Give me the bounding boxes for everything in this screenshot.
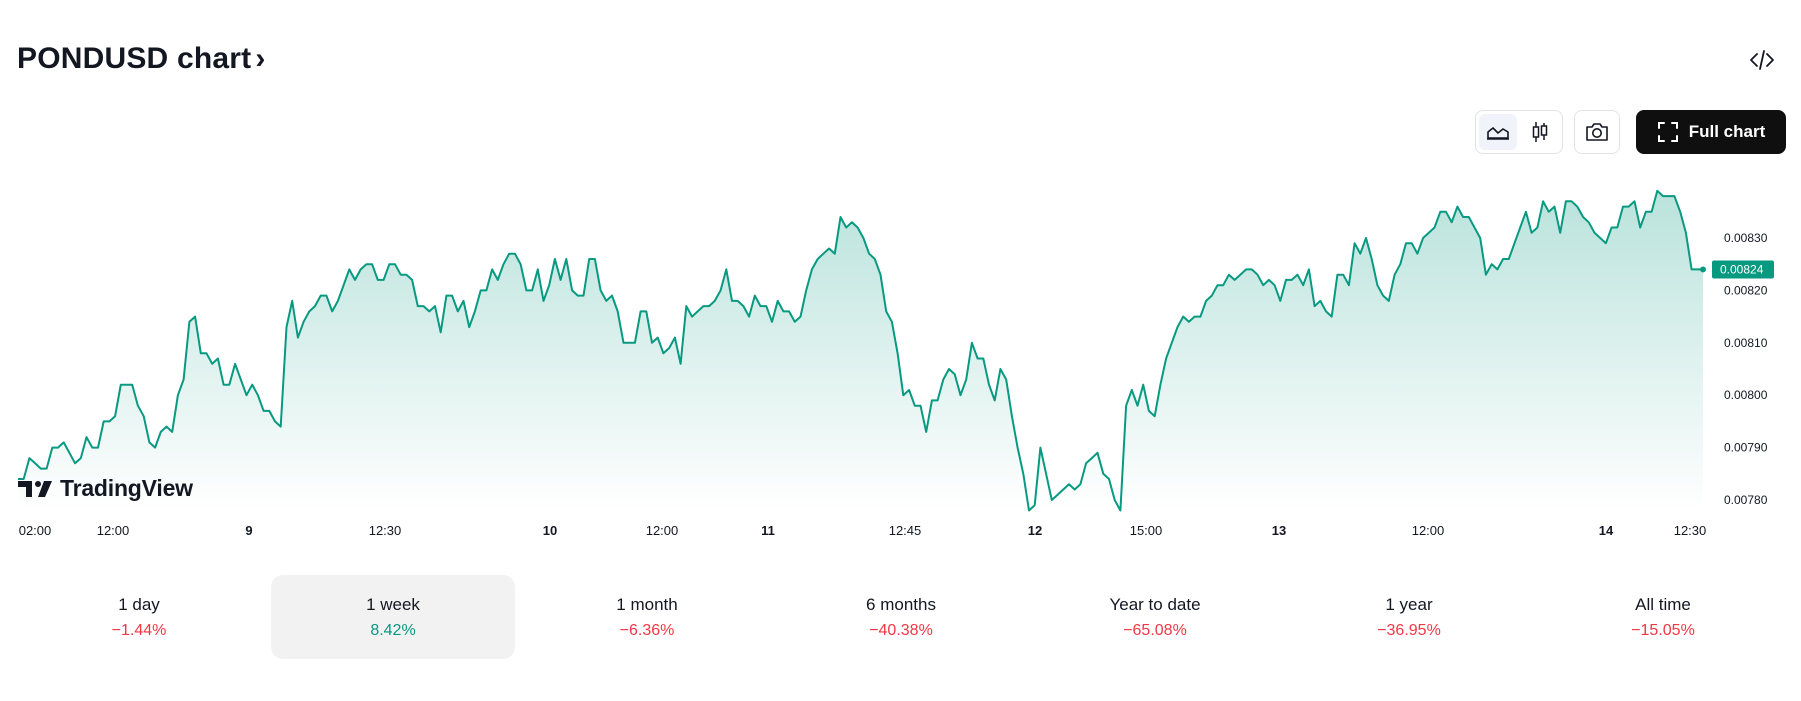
area-chart-icon [1487,127,1509,140]
period-change: −36.95% [1377,621,1441,639]
period-all-time[interactable]: All time −15.05% [1541,575,1785,659]
series-line [18,189,1703,512]
period-6-months[interactable]: 6 months −40.38% [779,575,1023,659]
x-tick-label: 12 [1028,523,1042,538]
last-price-label: 0.00824 [1720,262,1764,276]
camera-icon [1586,123,1608,141]
x-tick-label: 12:00 [97,523,130,538]
chart-title: PONDUSD chart [17,42,252,75]
y-tick-label: 0.00820 [1724,283,1768,297]
x-tick-label: 12:30 [1674,523,1707,538]
period-label: All time [1635,594,1691,614]
period-change: −6.36% [619,621,675,639]
tradingview-logo[interactable]: TradingView [18,475,193,502]
period-1-week[interactable]: 1 week 8.42% [271,575,515,659]
period-change: −1.44% [111,621,167,639]
y-tick-label: 0.00830 [1724,231,1768,245]
code-embed-icon [1750,50,1774,70]
y-tick-label: 0.00780 [1724,493,1768,507]
candles-icon [1532,122,1548,142]
x-tick-label: 12:00 [646,523,679,538]
period-label: Year to date [1109,594,1201,614]
chart-title-link[interactable]: PONDUSD chart › [17,42,266,76]
full-chart-label: Full chart [1688,122,1766,141]
x-tick-label: 15:00 [1130,523,1163,538]
x-tick-label: 02:00 [19,523,52,538]
period-change: −65.08% [1123,621,1187,639]
period-change: 8.42% [370,621,416,639]
tradingview-logo-icon [18,480,52,497]
chart-type-switcher [1475,110,1563,154]
candles-chart-button[interactable] [1521,114,1559,150]
period-change: −40.38% [869,621,933,639]
x-tick-label: 13 [1272,523,1286,538]
plot-area [18,189,1706,512]
embed-code-button[interactable] [1748,46,1776,74]
period-1-day[interactable]: 1 day −1.44% [17,575,261,659]
period-label: 1 day [118,594,160,614]
period-label: 6 months [866,594,936,614]
y-tick-label: 0.00800 [1724,388,1768,402]
period-1-year[interactable]: 1 year −36.95% [1287,575,1531,659]
period-label: 1 year [1385,594,1433,614]
x-tick-label: 10 [543,523,557,538]
chevron-right-icon: › [255,42,266,75]
x-tick-label: 14 [1599,523,1614,538]
last-price-dot [1700,266,1706,273]
period-label: 1 month [616,594,678,614]
last-price-badge [1712,260,1774,279]
x-tick-label: 9 [245,523,252,538]
full-chart-button[interactable]: Full chart [1636,110,1786,154]
period-1-month[interactable]: 1 month −6.36% [525,575,769,659]
period-selector: 1 day −1.44% 1 week 8.42% 1 month −6.36% 6 mon… [17,575,1781,659]
x-tick-label: 12:00 [1412,523,1445,538]
period-label: 1 week [366,594,420,614]
y-axis: 0.00830 0.00820 0.00810 0.00800 0.00790 0.007… [1712,231,1774,507]
period-change: −15.05% [1631,621,1695,639]
snapshot-button[interactable] [1574,110,1620,154]
x-tick-label: 11 [761,523,775,538]
area-chart-button[interactable] [1479,114,1517,150]
x-axis: 02:00 12:00 9 12:30 10 12:00 11 12:45 12 15:00 13 1… [19,523,1707,538]
fullscreen-icon [1657,122,1678,142]
tradingview-logo-text: TradingView [60,475,193,501]
x-tick-label: 12:45 [889,523,922,538]
y-tick-label: 0.00790 [1724,441,1768,455]
x-tick-label: 12:30 [369,523,402,538]
series-area-fill [18,190,1703,511]
price-chart[interactable]: 0.00830 0.00820 0.00810 0.00800 0.00790 0.007… [0,170,1801,550]
period-year-to-date[interactable]: Year to date −65.08% [1033,575,1277,659]
y-tick-label: 0.00810 [1724,336,1768,350]
